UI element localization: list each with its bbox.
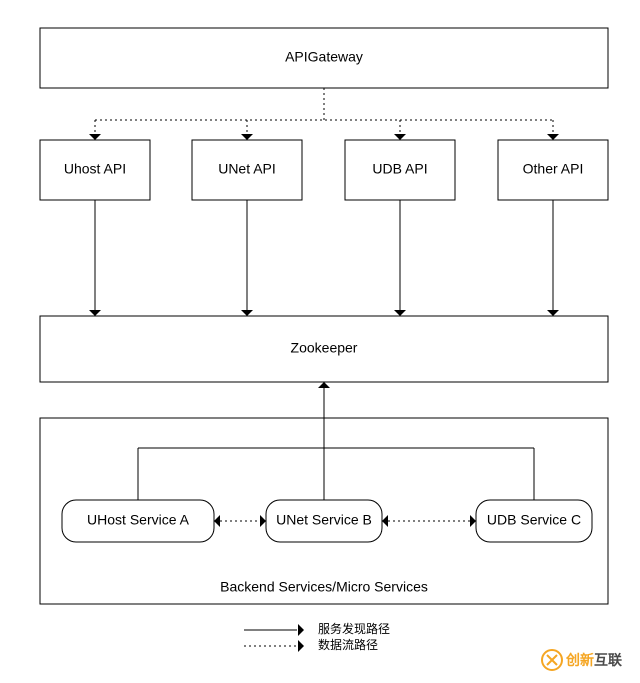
watermark: 创新互联 (542, 650, 623, 670)
legend-text-0: 服务发现路径 (318, 621, 390, 636)
zookeeper-label: Zookeeper (291, 340, 358, 356)
svc-b-label: UNet Service B (276, 512, 372, 528)
svc-a-label: UHost Service A (87, 512, 190, 528)
unet-api-label: UNet API (218, 161, 276, 177)
legend-text-1: 数据流路径 (318, 637, 378, 652)
udb-api-label: UDB API (372, 161, 427, 177)
watermark-text: 创新互联 (565, 652, 623, 668)
gateway-label: APIGateway (285, 49, 363, 65)
architecture-diagram: APIGateway Uhost API UNet API UDB API Other … (0, 0, 640, 683)
backend-container-label: Backend Services/Micro Services (220, 579, 428, 595)
other-api-label: Other API (523, 161, 584, 177)
svc-c-label: UDB Service C (487, 512, 581, 528)
uhost-api-label: Uhost API (64, 161, 126, 177)
